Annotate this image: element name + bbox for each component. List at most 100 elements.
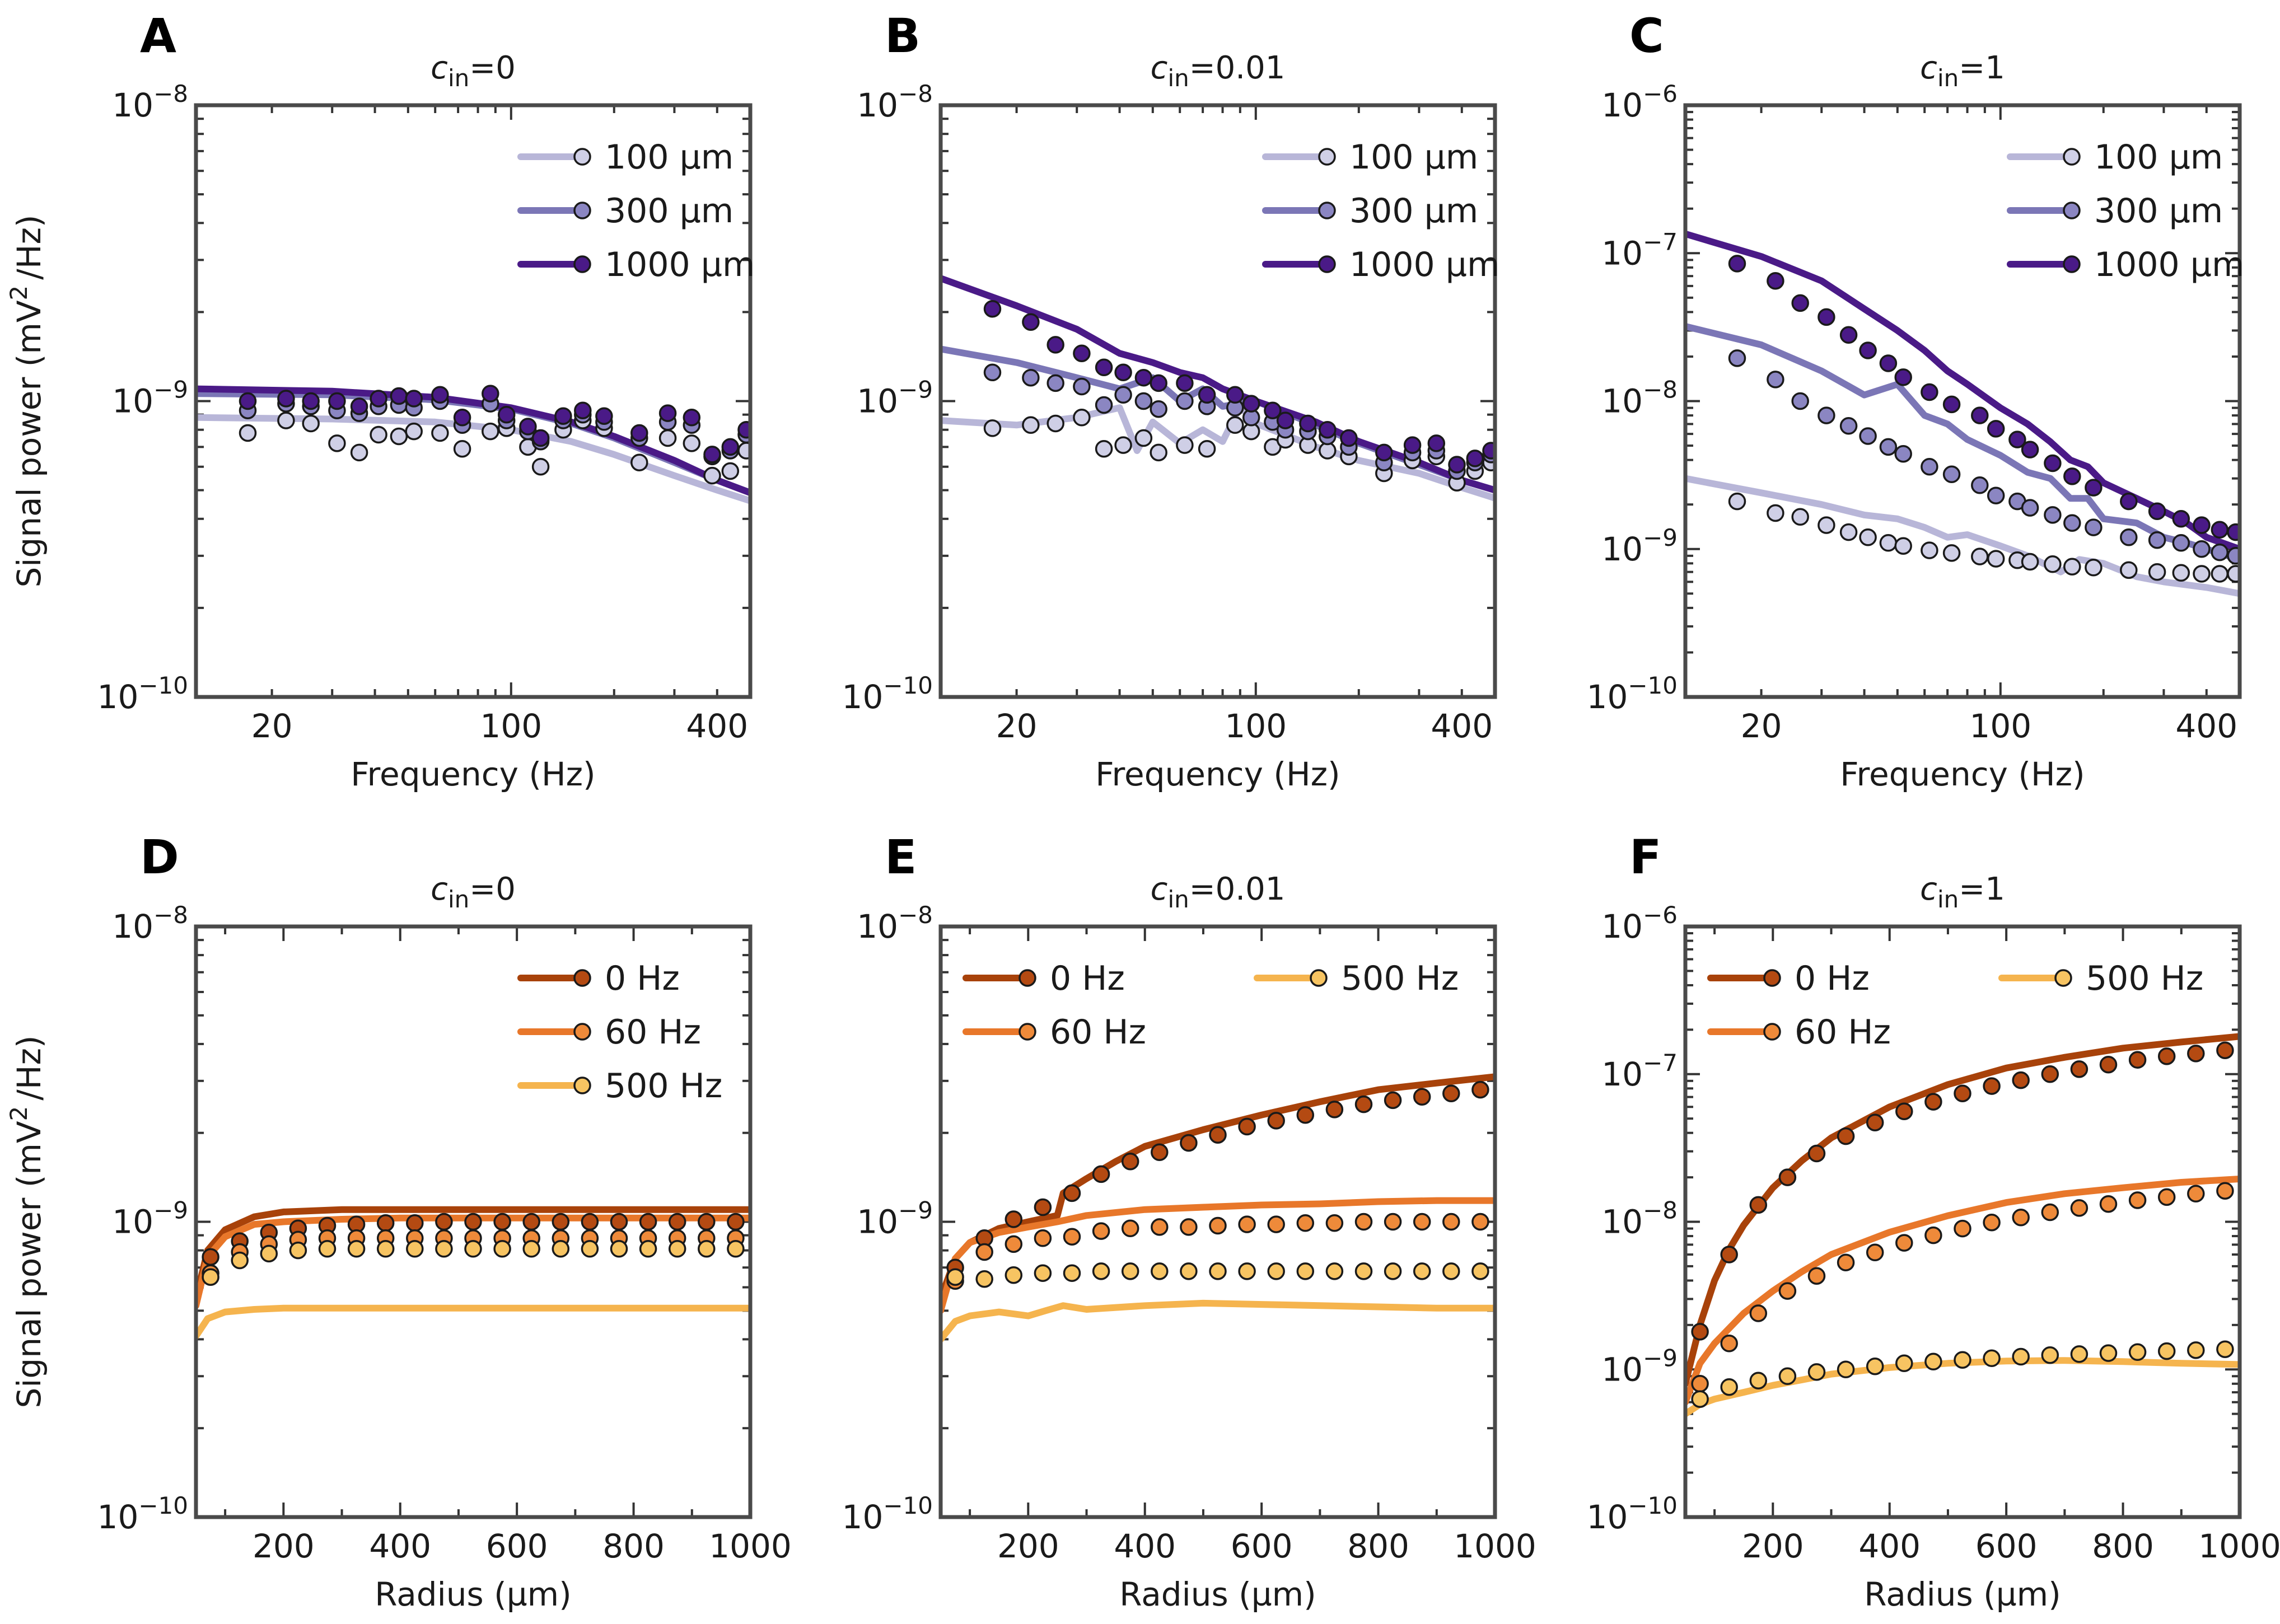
x-tick-label: 1000 [2198,1527,2280,1565]
x-tick-label: 20 [996,707,1038,745]
x-tick-label: 200 [253,1527,315,1565]
x-tick-label: 600 [1975,1527,2038,1565]
data-point [983,363,1002,382]
data-point [1987,420,2005,438]
data-point [1471,1213,1489,1231]
data-point [1134,429,1153,447]
data-point [302,392,320,410]
legend-marker [1318,255,1336,273]
legend-marker [1763,1023,1781,1041]
data-point [2216,1182,2234,1200]
data-point [2216,1340,2234,1358]
y-tick-label: 10−9 [1601,524,1678,568]
data-point [405,390,423,408]
data-point [1063,1264,1081,1282]
data-point [554,407,572,425]
y-tick-label: 10−10 [842,1492,933,1536]
panel-title: cin=0 [431,50,516,92]
data-point [1384,1213,1402,1231]
data-point [1720,1246,1738,1263]
data-point [1866,1113,1884,1131]
data-point [1767,504,1784,522]
data-point [1471,1080,1489,1099]
data-point [1894,368,1912,386]
y-tick-label: 10−10 [97,672,188,716]
data-point [983,419,1002,437]
data-point [1063,1184,1081,1202]
data-point [2120,492,2138,511]
legend-label: 60 Hz [605,1013,701,1052]
series-line-1 [196,1214,750,1309]
y-tick-label: 10−10 [1587,672,1678,716]
data-point [390,427,408,446]
data-point [2193,540,2211,558]
data-point [639,1240,657,1258]
data-point [1691,1375,1709,1393]
data-point [277,390,295,408]
data-point [1267,1215,1285,1233]
data-point [946,1268,964,1286]
legend-label: 300 µm [605,191,733,231]
y-tick-label: 10−9 [112,376,188,420]
y-axis-label: Signal power (mV2/Hz) [5,1035,48,1408]
data-point [1983,1077,2001,1095]
data-point [703,446,721,464]
data-point [2172,510,2190,528]
data-point [1198,439,1216,458]
legend-marker [1318,148,1336,166]
data-point [630,424,648,442]
data-point [1837,1127,1855,1145]
data-point [2085,479,2103,497]
legend-label: 0 Hz [605,959,680,998]
data-point [1921,541,1938,559]
x-tick-label: 600 [486,1527,548,1565]
data-point [239,424,257,442]
data-point [1267,1262,1285,1280]
data-point [1114,386,1132,404]
plot-area [941,275,1495,502]
data-point [1150,400,1167,418]
data-point [1151,1218,1169,1236]
legend-marker [1763,969,1781,987]
y-tick-label: 10−9 [857,376,933,420]
x-tick-label: 400 [1431,707,1493,745]
data-point [493,1213,511,1231]
data-point [1384,1091,1402,1110]
x-axis-label: Frequency (Hz) [1840,755,2085,793]
data-point [2128,1191,2147,1209]
data-point [1150,374,1167,392]
x-tick-label: 400 [369,1527,431,1565]
data-point [1073,409,1091,427]
data-point [1226,386,1244,404]
x-tick-label: 200 [1742,1527,1804,1565]
data-point [1837,1253,1855,1271]
data-point [721,438,740,456]
legend: 0 Hz 60 Hz 500 Hz [963,959,1459,1052]
panel-letter: A [140,8,176,63]
data-point [1839,326,1858,344]
data-point [658,404,677,422]
data-point [1034,1198,1052,1216]
data-point [2227,547,2240,565]
data-point [1921,383,1938,401]
data-point [737,420,750,439]
data-point [1924,1093,1942,1111]
data-point [1954,1351,1971,1369]
data-point [1818,516,1835,534]
x-axis-label: Radius (µm) [375,1575,572,1613]
x-tick-label: 400 [2175,707,2237,745]
x-tick-label: 1000 [1454,1527,1536,1565]
data-point [1954,1219,1971,1238]
data-point [1894,444,1912,463]
plot-area [1685,230,2240,597]
series-line-1 [941,1197,1495,1314]
data-point [1954,1084,1971,1102]
data-point [1114,363,1132,382]
x-tick-label: 400 [686,707,748,745]
y-tick-label: 10−8 [857,901,933,946]
data-point [328,434,346,452]
data-point [2120,561,2138,579]
legend-label: 500 Hz [2086,959,2203,998]
